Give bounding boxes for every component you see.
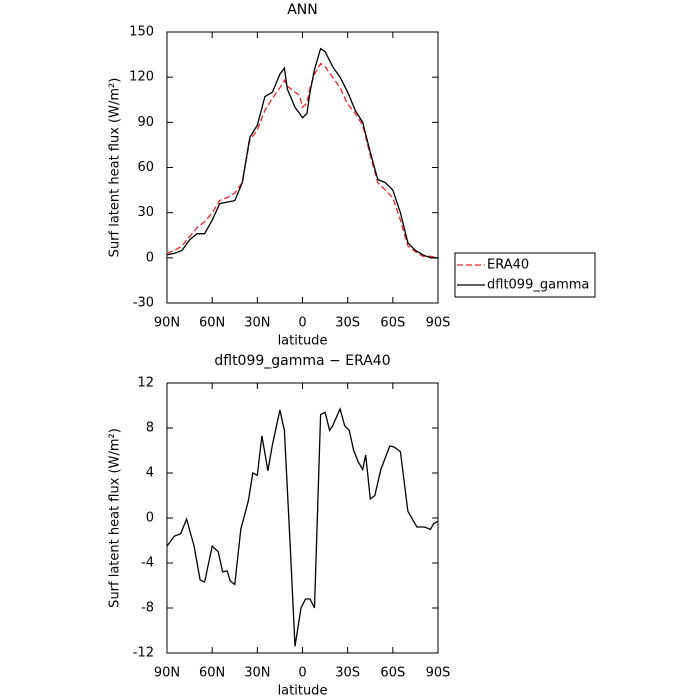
x-tick-label: 60S — [380, 316, 405, 331]
chart-title: ANN — [287, 2, 318, 18]
x-axis-label: latitude — [278, 334, 328, 349]
x-axis-label: latitude — [278, 684, 328, 699]
y-tick-label: 0 — [146, 250, 154, 265]
x-tick-label: 90S — [426, 666, 451, 681]
y-tick-label: 4 — [146, 466, 154, 481]
data-line — [166, 406, 439, 647]
x-tick-label: 90N — [154, 316, 180, 331]
data-line — [166, 62, 439, 259]
y-tick-label: -12 — [133, 646, 154, 661]
legend-label: ERA40 — [487, 258, 529, 273]
data-line — [166, 47, 438, 259]
x-tick-label: 30N — [244, 666, 270, 681]
plot-frame — [166, 382, 439, 654]
x-tick-label: 60S — [380, 666, 405, 681]
y-tick-label: 8 — [146, 421, 154, 436]
y-tick-label: 0 — [146, 511, 154, 526]
y-axis-label: Surf latent heat flux (W/m²) — [108, 428, 123, 608]
x-tick-label: 60N — [199, 666, 225, 681]
y-tick-label: -30 — [133, 296, 154, 311]
plot-frame — [166, 31, 439, 304]
y-tick-label: -4 — [141, 556, 154, 571]
y-tick-label: 30 — [137, 205, 154, 220]
chart-title: dflt099_gamma − ERA40 — [214, 353, 390, 369]
y-tick-label: 120 — [129, 70, 154, 85]
x-tick-label: 30N — [244, 316, 270, 331]
legend-box — [454, 252, 596, 298]
x-tick-label: 30S — [335, 316, 360, 331]
legend-label: dflt099_gamma — [487, 278, 589, 293]
x-tick-label: 0 — [298, 316, 306, 331]
x-tick-label: 60N — [199, 316, 225, 331]
x-tick-label: 90N — [154, 666, 180, 681]
x-tick-label: 0 — [298, 666, 306, 681]
x-tick-label: 30S — [335, 666, 360, 681]
y-tick-label: 60 — [137, 160, 154, 175]
y-tick-label: 90 — [137, 115, 154, 130]
y-axis-label: Surf latent heat flux (W/m²) — [108, 78, 123, 258]
y-tick-label: 12 — [137, 376, 154, 391]
y-tick-label: 150 — [129, 25, 154, 40]
y-tick-label: -8 — [141, 601, 154, 616]
x-tick-label: 90S — [426, 316, 451, 331]
